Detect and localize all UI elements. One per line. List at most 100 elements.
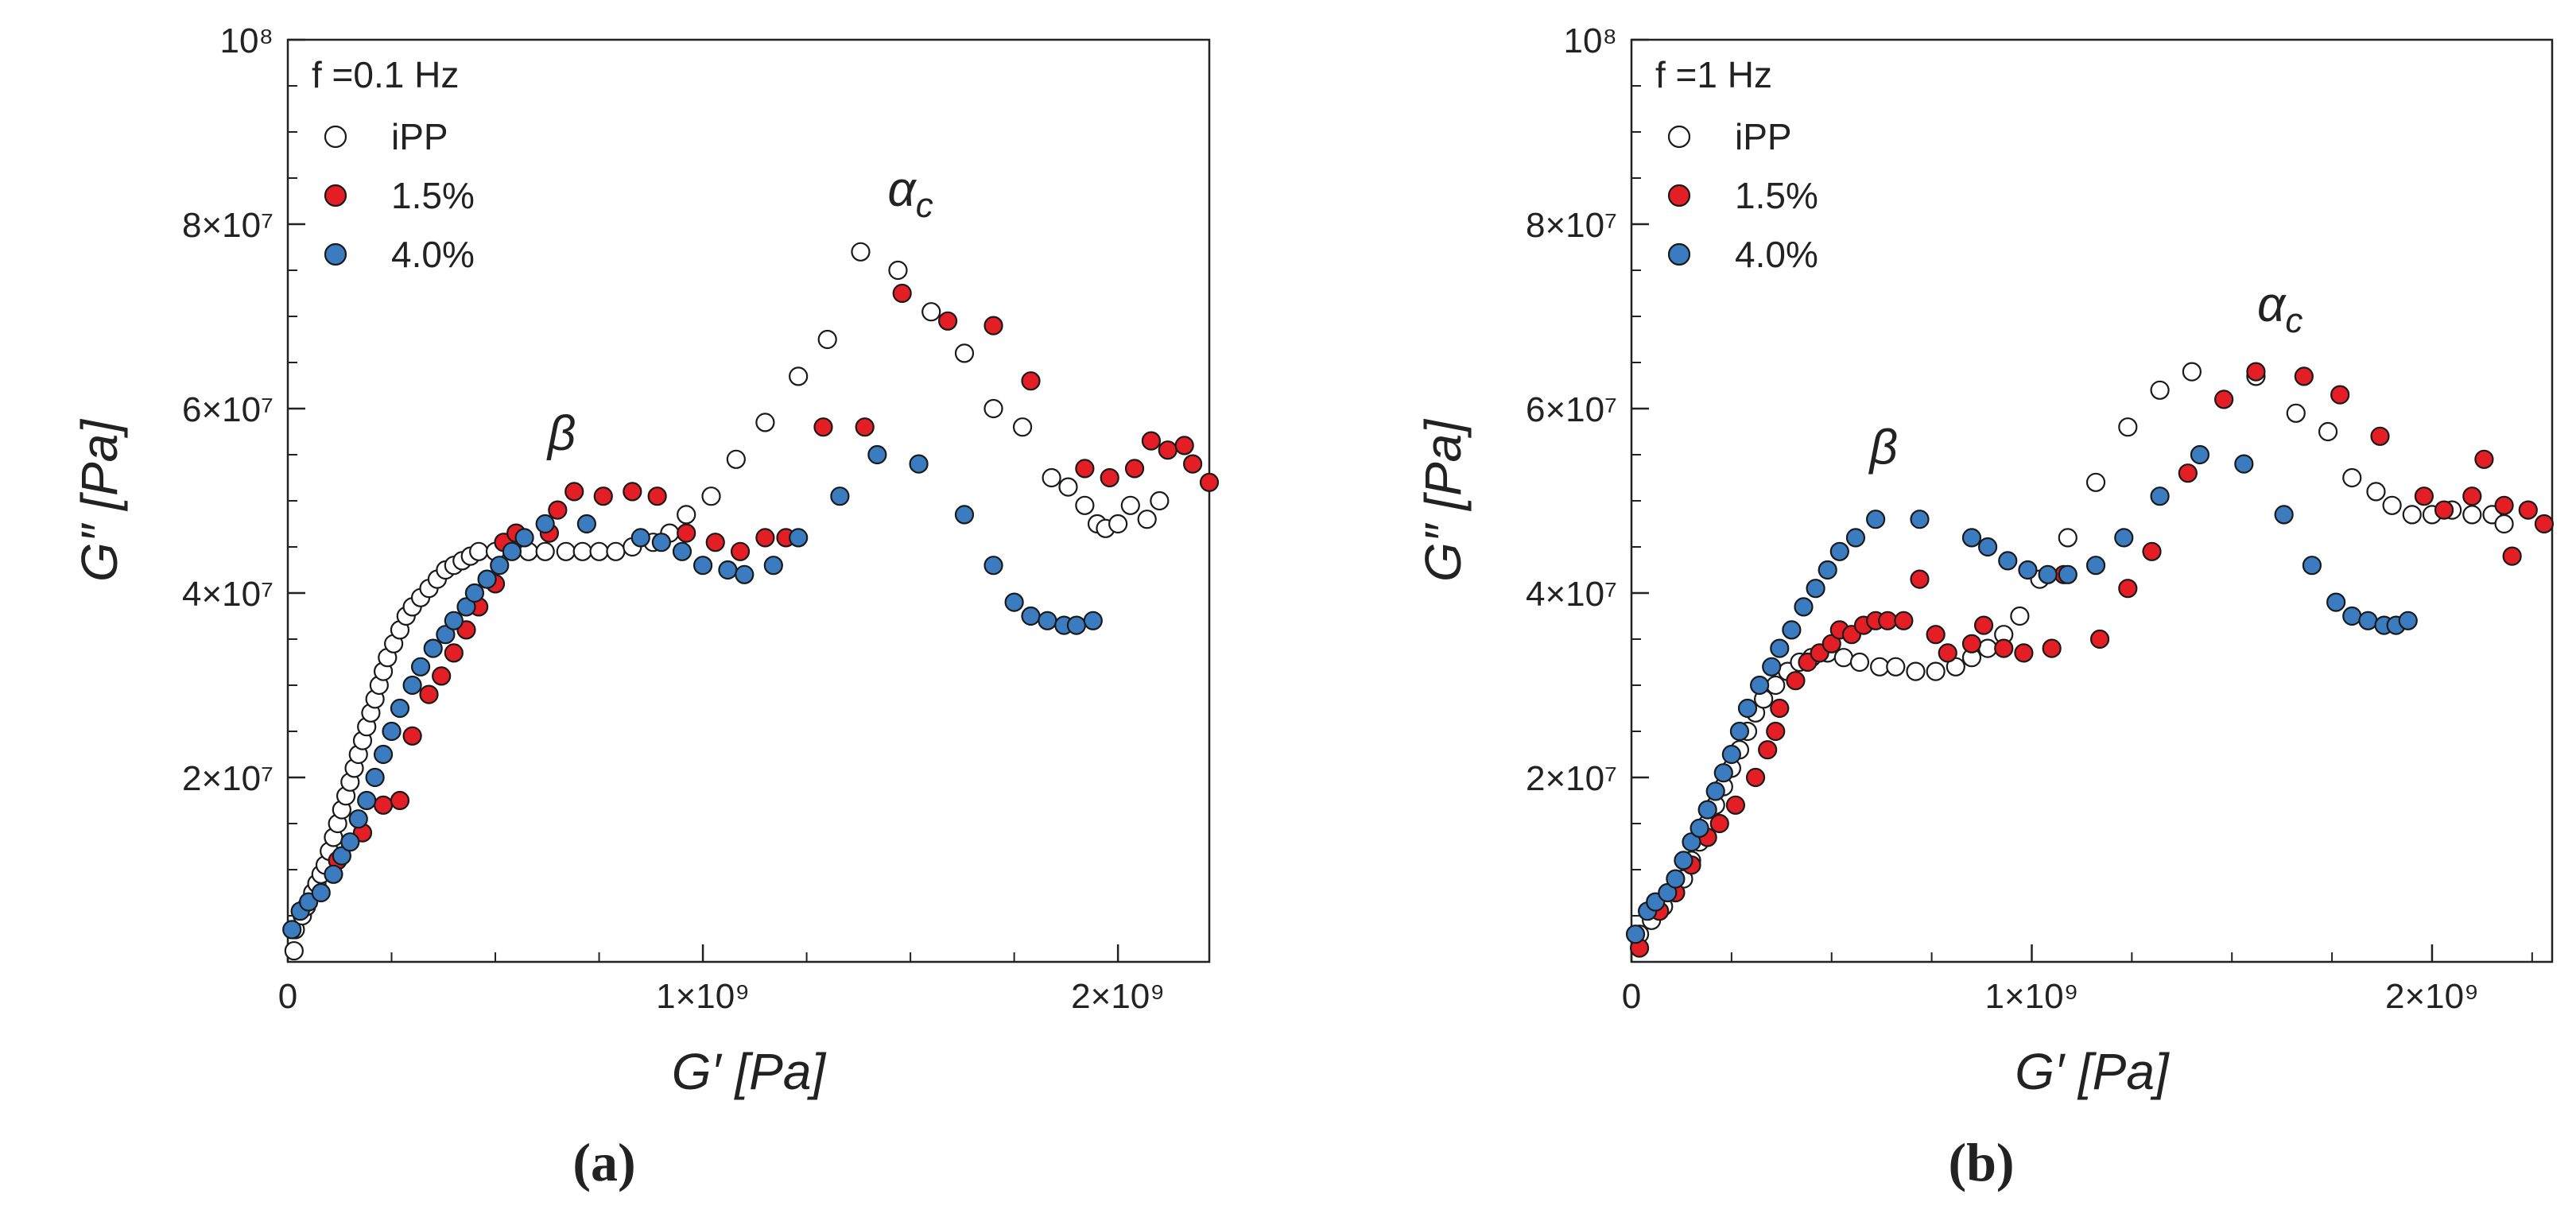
data-point [1961, 528, 1982, 548]
legend-label: 1.5% [391, 175, 475, 216]
data-point [2274, 505, 2294, 525]
data-point [1012, 417, 1033, 437]
data-point [390, 790, 410, 811]
data-point [2494, 495, 2514, 515]
legend-label: 4.0% [1735, 234, 1818, 275]
data-point [1625, 925, 1646, 944]
y-tick-label: 10⁸ [219, 21, 274, 60]
data-point [311, 882, 331, 903]
legend-entry: iPP [324, 116, 448, 157]
data-point [2462, 487, 2482, 506]
y-tick-label: 8×10⁷ [1526, 206, 1617, 245]
data-point [1083, 611, 1103, 630]
chart-panel-a: 0 1×10⁹ 2×10⁹ 2×10⁷ 4×10⁷ 6×10⁷ 8×10⁷ 10⁸ G′ [Pa… [71, 21, 1220, 1192]
y-axis-label: G″ [Pa] [71, 419, 128, 582]
data-point [1829, 541, 1849, 561]
data-point [576, 514, 596, 534]
data-point [1961, 634, 1982, 653]
y-axis-label: G″ [Pa] [1414, 419, 1472, 582]
data-point [1690, 818, 1709, 838]
x-tick-label: 0 [278, 977, 297, 1016]
data-point [2118, 417, 2138, 437]
data-point [2234, 454, 2254, 474]
data-point [1894, 611, 1914, 630]
data-point [373, 744, 394, 765]
data-point [1878, 611, 1898, 630]
data-point [1806, 579, 1825, 599]
data-point [514, 528, 534, 548]
series-iPP [1629, 362, 2514, 944]
legend-marker [1667, 242, 1691, 266]
peak-annotation: β [1868, 421, 1897, 475]
data-point [469, 541, 489, 561]
y-tick-label: 2×10⁷ [182, 759, 274, 798]
data-point [718, 560, 738, 580]
data-point [730, 541, 751, 561]
data-point [2414, 487, 2434, 506]
data-point [1770, 638, 1790, 658]
data-point [535, 541, 555, 561]
data-point [623, 482, 642, 502]
data-point [1174, 436, 1194, 455]
data-point [606, 541, 626, 561]
y-tick-label: 10⁸ [1563, 21, 1617, 60]
data-point [2114, 528, 2134, 548]
data-point [763, 556, 783, 576]
data-point [1794, 597, 1814, 617]
legend-marker [1667, 125, 1691, 149]
data-point [2462, 505, 2482, 525]
series-4.0% [1625, 444, 2418, 944]
data-point [983, 556, 1003, 576]
panel-caption: (a) [572, 1132, 635, 1192]
data-point [419, 684, 439, 704]
data-point [2366, 482, 2386, 502]
data-point [432, 666, 452, 686]
data-point [1782, 620, 1802, 640]
data-point [436, 625, 456, 645]
data-point [284, 940, 304, 961]
data-point [410, 657, 431, 676]
x-axis-label: G′ [Pa] [672, 1043, 827, 1100]
data-point [1758, 740, 1778, 760]
data-point [2089, 629, 2110, 649]
data-point [2534, 514, 2555, 534]
legend-entry: 1.5% [1667, 175, 1818, 216]
data-point [1124, 459, 1145, 479]
data-point [1762, 657, 1782, 676]
data-point [402, 675, 422, 696]
x-tick-label: 1×10⁹ [1985, 977, 2079, 1016]
data-point [324, 864, 343, 884]
data-point [1737, 698, 1758, 719]
data-point [2302, 556, 2322, 576]
data-point [382, 721, 402, 742]
data-point [1183, 454, 1203, 474]
data-point [535, 514, 555, 534]
data-point [2058, 528, 2077, 548]
data-point [1926, 625, 1946, 645]
legend-title: f =1 Hz [1655, 54, 1772, 95]
peak-annotation: αc [2257, 277, 2302, 340]
data-point [1066, 615, 1087, 635]
data-point [348, 809, 368, 829]
data-point [1886, 657, 1906, 676]
data-point [2014, 643, 2034, 663]
data-point [2142, 541, 2162, 561]
data-point [1674, 851, 1693, 870]
data-point [2182, 362, 2202, 382]
data-point [1910, 510, 1930, 529]
data-point [423, 638, 443, 658]
data-point [1705, 781, 1725, 801]
legend-marker [324, 184, 347, 207]
legend-entry: 4.0% [1667, 234, 1818, 275]
data-point [2085, 556, 2106, 576]
data-point [502, 541, 522, 561]
data-point [548, 500, 568, 520]
x-tick-label: 2×10⁹ [1071, 977, 1165, 1016]
data-point [1866, 510, 1886, 529]
y-tick-label: 6×10⁷ [182, 390, 274, 429]
data-point [1977, 638, 1998, 658]
data-point [813, 417, 833, 437]
data-point [2326, 592, 2346, 612]
data-point [477, 569, 497, 589]
